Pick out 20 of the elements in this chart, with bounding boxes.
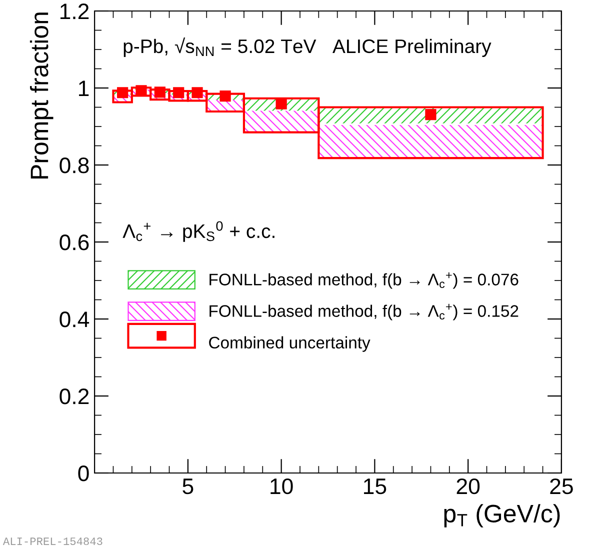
annotation: p-Pb, √s$_{NN}$ = 5.02 TeV ALICE Preliminary: [124, 38, 492, 57]
y-tick-label: 0: [78, 466, 89, 482]
y-tick-label: 0.4: [60, 312, 90, 328]
legend-label: FONLL-based method, f(b → Λ$_{c}$$^{+}$) = 0.152: [210, 304, 518, 320]
y-tick-label: 1: [79, 80, 89, 96]
y-tick-label: 0.2: [60, 388, 89, 404]
text: ALI-PREL-154843: [2, 538, 102, 546]
x-tick-label: 15: [364, 478, 386, 494]
annotation: Λ$_{c}$$^{+}$ → pK$_{S}$$^{0}$ + c.c.: [122, 221, 274, 242]
x-tick-label: 20: [456, 478, 480, 494]
x-tick-label: 10: [270, 478, 293, 494]
y-tick-label: 0.6: [60, 234, 89, 250]
x-tick-label: 25: [550, 478, 573, 494]
x-tick-label: 5: [182, 478, 194, 494]
legend-label: FONLL-based method, f(b → Λ$_{c}$$^{+}$) = 0.076: [210, 272, 518, 289]
y-axis-title: Prompt fraction: [30, 12, 54, 178]
y-tick-label: 0.8: [60, 158, 89, 174]
y-tick-label: 1.2: [60, 4, 89, 20]
x-axis-title: p$_{T}$ (GeV/c): [444, 504, 560, 528]
legend-label: Combined uncertainty: [209, 336, 370, 352]
